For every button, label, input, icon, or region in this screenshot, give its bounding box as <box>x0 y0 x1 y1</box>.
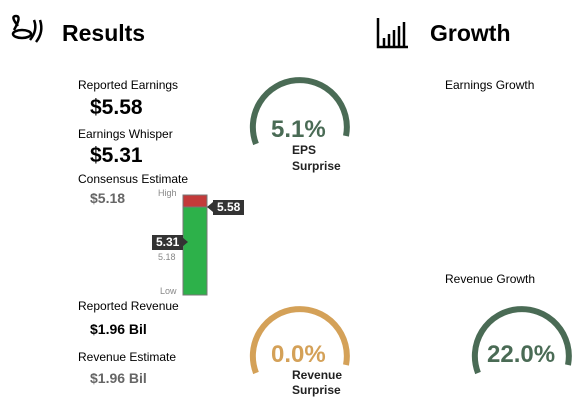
section-title: Results <box>62 20 146 46</box>
eps-gauge <box>249 77 350 146</box>
gauge-label: Revenue <box>292 368 343 382</box>
range-label: High <box>158 188 177 198</box>
value: $5.18 <box>90 190 126 206</box>
value: $1.96 Bil <box>90 370 147 386</box>
tag-arrow <box>182 237 188 247</box>
revenue-gauge <box>249 306 350 375</box>
tag: 5.31 <box>152 235 184 250</box>
value: $5.31 <box>90 144 143 167</box>
label: Earnings Whisper <box>78 127 173 141</box>
gauge-label: Surprise <box>292 383 341 397</box>
money-icon <box>11 14 43 43</box>
chart-icon <box>376 18 408 49</box>
range-bar <box>182 194 208 296</box>
value: $1.96 Bil <box>90 321 147 337</box>
label: Reported Revenue <box>78 299 179 313</box>
gauge-label: Surprise <box>292 159 341 173</box>
value: $5.58 <box>90 96 143 119</box>
label: Earnings Growth <box>445 78 535 92</box>
label: Revenue Growth <box>445 272 536 286</box>
gauge-value: 22.0% <box>487 341 556 368</box>
range-label: Low <box>160 286 177 296</box>
label: Revenue Estimate <box>78 350 177 364</box>
gauge-label: EPS <box>292 143 317 157</box>
growth-gauge <box>471 306 572 375</box>
label: Consensus Estimate <box>78 172 189 186</box>
section-title: Growth <box>430 20 511 46</box>
gauge-value: 0.0% <box>271 341 326 368</box>
range-bar-top <box>182 194 208 208</box>
tag-arrow <box>207 202 213 212</box>
range-label: 5.18 <box>158 252 176 262</box>
label: Reported Earnings <box>78 78 179 92</box>
gauge-value: 5.1% <box>271 116 326 143</box>
tag: 5.58 <box>213 200 245 215</box>
